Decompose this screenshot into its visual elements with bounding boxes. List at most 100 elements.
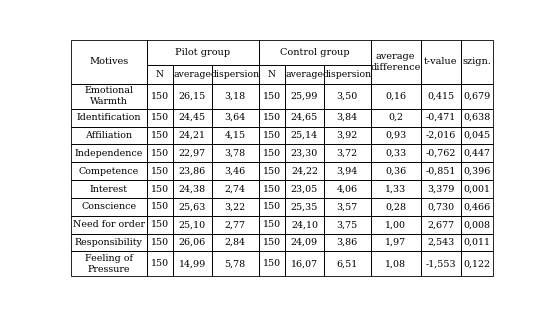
Text: 25,63: 25,63 bbox=[179, 202, 206, 211]
Text: 26,15: 26,15 bbox=[179, 92, 206, 101]
Text: 150: 150 bbox=[263, 167, 281, 176]
Bar bbox=[323, 65, 371, 84]
Text: 150: 150 bbox=[151, 220, 169, 229]
Bar bbox=[461, 251, 493, 276]
Bar bbox=[212, 144, 258, 162]
Text: 0,447: 0,447 bbox=[463, 149, 490, 158]
Bar bbox=[421, 40, 461, 84]
Bar bbox=[71, 84, 147, 109]
Bar bbox=[147, 216, 173, 233]
Bar bbox=[212, 126, 258, 144]
Bar bbox=[371, 233, 421, 251]
Text: -0,471: -0,471 bbox=[426, 113, 456, 122]
Bar bbox=[461, 84, 493, 109]
Text: 6,51: 6,51 bbox=[337, 259, 358, 268]
Bar bbox=[71, 180, 147, 198]
Text: 1,08: 1,08 bbox=[385, 259, 406, 268]
Text: 150: 150 bbox=[151, 149, 169, 158]
Text: 23,86: 23,86 bbox=[179, 167, 206, 176]
Bar bbox=[71, 251, 147, 276]
Text: 0,415: 0,415 bbox=[427, 92, 454, 101]
Bar bbox=[173, 162, 212, 180]
Text: Interest: Interest bbox=[90, 184, 128, 193]
Text: 24,45: 24,45 bbox=[179, 113, 206, 122]
Bar bbox=[461, 233, 493, 251]
Text: 24,09: 24,09 bbox=[291, 238, 318, 247]
Text: 0,679: 0,679 bbox=[463, 92, 491, 101]
Text: 3,86: 3,86 bbox=[337, 238, 358, 247]
Text: 3,379: 3,379 bbox=[427, 184, 454, 193]
Text: Competence: Competence bbox=[79, 167, 139, 176]
Bar bbox=[461, 180, 493, 198]
Bar bbox=[147, 198, 173, 216]
Bar bbox=[147, 144, 173, 162]
Bar bbox=[323, 84, 371, 109]
Bar bbox=[421, 84, 461, 109]
Bar bbox=[258, 144, 285, 162]
Bar bbox=[323, 144, 371, 162]
Bar bbox=[421, 198, 461, 216]
Bar bbox=[71, 216, 147, 233]
Bar bbox=[258, 198, 285, 216]
Bar bbox=[323, 198, 371, 216]
Bar bbox=[323, 126, 371, 144]
Text: dispersion: dispersion bbox=[322, 70, 372, 79]
Bar bbox=[212, 109, 258, 126]
Text: 24,10: 24,10 bbox=[291, 220, 318, 229]
Text: 0,638: 0,638 bbox=[463, 113, 491, 122]
Text: -0,851: -0,851 bbox=[426, 167, 456, 176]
Text: 23,05: 23,05 bbox=[291, 184, 318, 193]
Text: dispersion: dispersion bbox=[211, 70, 260, 79]
Text: N: N bbox=[268, 70, 276, 79]
Bar bbox=[173, 65, 212, 84]
Bar bbox=[323, 251, 371, 276]
Text: 150: 150 bbox=[151, 184, 169, 193]
Text: 24,65: 24,65 bbox=[291, 113, 318, 122]
Bar bbox=[258, 180, 285, 198]
Text: 0,011: 0,011 bbox=[463, 238, 490, 247]
Bar bbox=[258, 84, 285, 109]
Text: 3,94: 3,94 bbox=[337, 167, 358, 176]
Bar bbox=[212, 84, 258, 109]
Text: -1,553: -1,553 bbox=[425, 259, 456, 268]
Bar bbox=[421, 144, 461, 162]
Text: 150: 150 bbox=[263, 131, 281, 140]
Bar bbox=[173, 233, 212, 251]
Text: 150: 150 bbox=[263, 259, 281, 268]
Text: 24,21: 24,21 bbox=[179, 131, 206, 140]
Bar bbox=[285, 180, 323, 198]
Bar bbox=[212, 198, 258, 216]
Bar bbox=[71, 109, 147, 126]
Text: 3,22: 3,22 bbox=[224, 202, 246, 211]
Bar bbox=[71, 233, 147, 251]
Text: 2,84: 2,84 bbox=[224, 238, 245, 247]
Bar bbox=[258, 251, 285, 276]
Text: Control group: Control group bbox=[280, 48, 349, 57]
Bar bbox=[461, 216, 493, 233]
Bar bbox=[258, 65, 285, 84]
Text: 22,97: 22,97 bbox=[179, 149, 206, 158]
Bar bbox=[173, 84, 212, 109]
Bar bbox=[285, 109, 323, 126]
Text: 1,33: 1,33 bbox=[385, 184, 406, 193]
Bar bbox=[147, 65, 173, 84]
Text: 150: 150 bbox=[263, 113, 281, 122]
Bar bbox=[421, 109, 461, 126]
Bar bbox=[258, 233, 285, 251]
Bar bbox=[421, 233, 461, 251]
Text: 2,677: 2,677 bbox=[427, 220, 454, 229]
Text: 2,74: 2,74 bbox=[224, 184, 245, 193]
Text: 0,16: 0,16 bbox=[385, 92, 406, 101]
Bar bbox=[147, 126, 173, 144]
Bar bbox=[71, 198, 147, 216]
Text: 150: 150 bbox=[263, 184, 281, 193]
Bar bbox=[258, 126, 285, 144]
Text: 3,64: 3,64 bbox=[224, 113, 246, 122]
Text: average: average bbox=[173, 70, 211, 79]
Bar bbox=[285, 216, 323, 233]
Bar bbox=[147, 180, 173, 198]
Bar bbox=[371, 84, 421, 109]
Text: 150: 150 bbox=[151, 92, 169, 101]
Bar bbox=[71, 162, 147, 180]
Bar bbox=[323, 109, 371, 126]
